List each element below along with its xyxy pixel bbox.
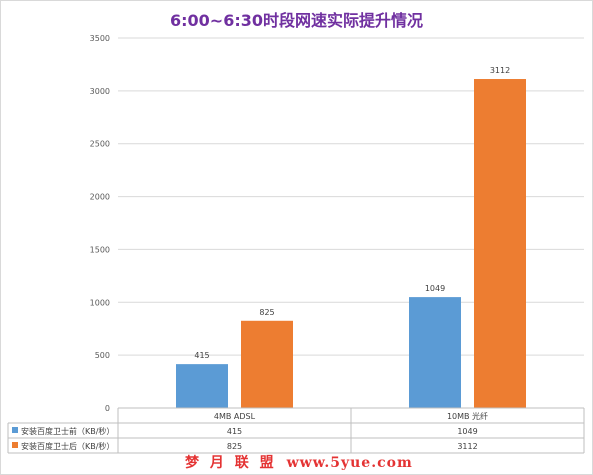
y-tick-label: 2000 (90, 193, 110, 202)
legend-label: 安装百度卫士后（KB/秒） (21, 441, 114, 451)
y-tick-label: 1500 (90, 245, 110, 254)
data-label: 1049 (425, 284, 445, 293)
y-tick-label: 3000 (90, 87, 110, 96)
data-label: 825 (259, 308, 274, 317)
legend-swatch (12, 442, 18, 448)
data-label: 415 (194, 351, 209, 360)
y-tick-label: 3500 (90, 34, 110, 43)
watermark-text: 梦 月 联 盟 (185, 455, 277, 471)
table-value: 415 (227, 427, 242, 436)
legend-label: 安装百度卫士前（KB/秒） (21, 426, 114, 436)
bar (409, 297, 461, 408)
watermark-url: www.5yue.com (286, 455, 413, 471)
bar (176, 364, 228, 408)
table-value: 1049 (457, 427, 477, 436)
x-category-label: 4MB ADSL (214, 412, 256, 421)
bar (241, 320, 293, 408)
y-tick-label: 2500 (90, 140, 110, 149)
x-category-label: 10MB 光纤 (447, 411, 488, 421)
y-tick-label: 500 (95, 351, 110, 360)
chart-title: 6:00~6:30时段网速实际提升情况 (169, 11, 423, 30)
y-tick-label: 1000 (90, 298, 110, 307)
table-value: 3112 (457, 442, 477, 451)
table-value: 825 (227, 442, 242, 451)
watermark: 梦 月 联 盟 www.5yue.com (185, 452, 413, 472)
y-tick-label: 0 (105, 404, 110, 413)
bar (474, 79, 526, 408)
legend-swatch (12, 427, 18, 433)
data-label: 3112 (490, 66, 510, 75)
